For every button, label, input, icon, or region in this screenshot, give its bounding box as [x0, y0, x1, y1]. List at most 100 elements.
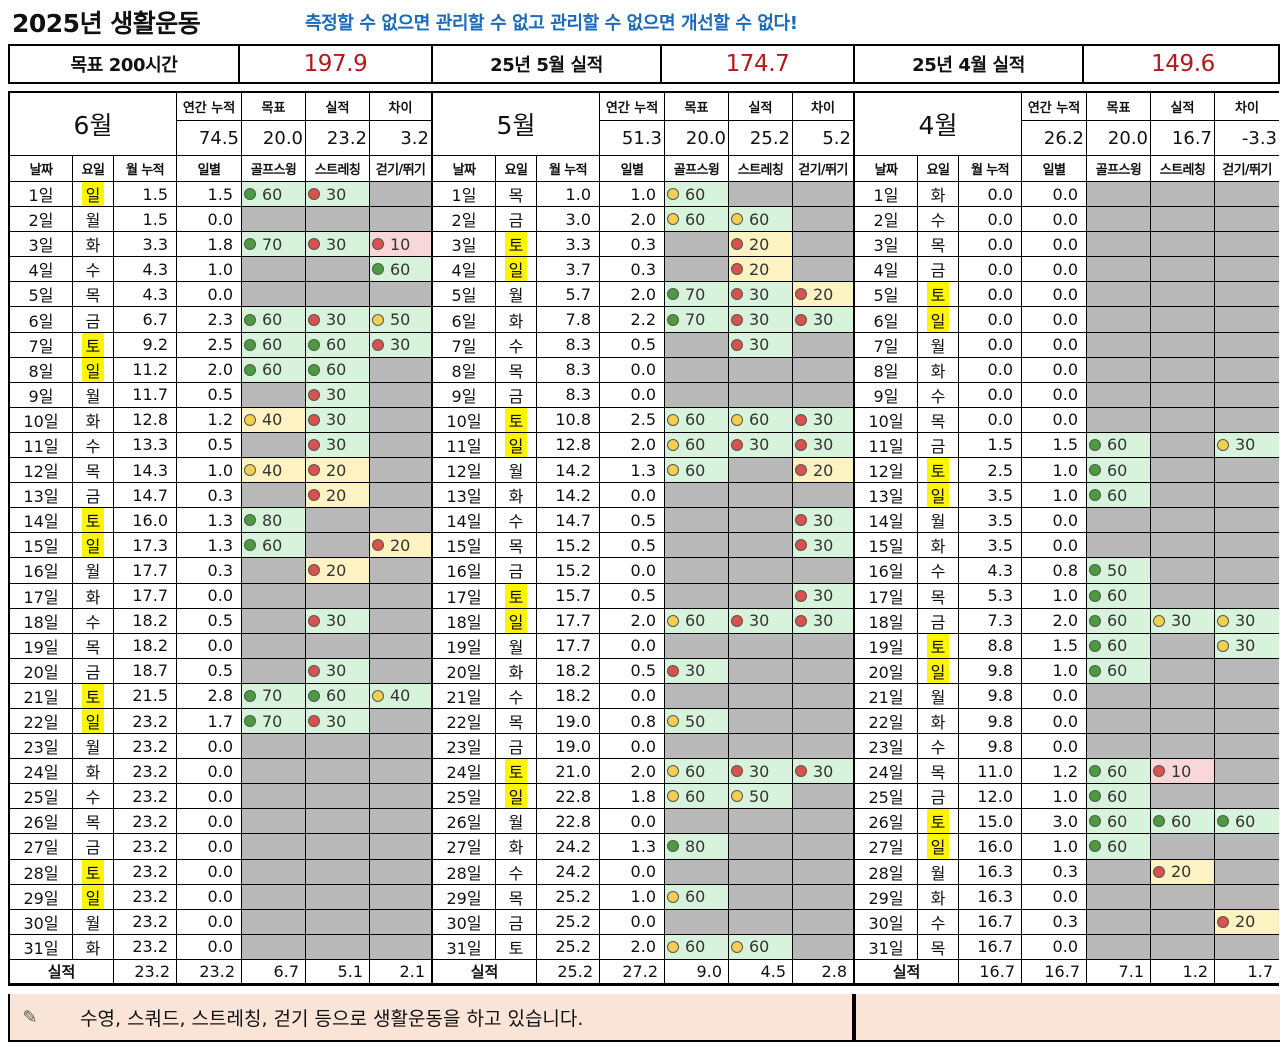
- weekday-text: 수: [930, 913, 946, 933]
- daily-cell: 0.0: [600, 633, 665, 658]
- weekday-text: 수: [930, 386, 946, 406]
- status-dot-icon: [244, 715, 256, 728]
- column-header: 날짜 요일 월 누적 일별 골프스윙 스트레칭 걷기/뛰기: [10, 156, 431, 182]
- status-dot-icon: [667, 890, 679, 903]
- weekday-text: 토: [81, 859, 105, 884]
- cumulative-cell: 14.2: [537, 458, 600, 483]
- status-dot-icon: [308, 614, 320, 627]
- daily-cell: 0.0: [1022, 182, 1087, 207]
- total-daily: 23.2: [177, 959, 242, 983]
- date-cell: 9일: [855, 382, 918, 407]
- table-row: 14일 수 14.7 0.5 30: [433, 508, 853, 534]
- weekday-cell: 월: [496, 633, 537, 658]
- golf-cell: 60: [1087, 759, 1151, 784]
- cumulative-cell: 23.2: [114, 759, 177, 784]
- weekday-text: 수: [85, 436, 101, 456]
- total-walk: 1.7: [1247, 961, 1273, 981]
- col-walk: 걷기/뛰기: [1222, 163, 1272, 178]
- stretch-cell: 20: [729, 257, 793, 282]
- golf-minutes: 70: [685, 310, 706, 330]
- date-cell: 28일: [433, 859, 496, 884]
- stretch-cell: [729, 182, 793, 207]
- pencil-icon: ✎: [22, 1006, 38, 1028]
- weekday-cell: 월: [73, 382, 114, 407]
- stretch-minutes: 30: [749, 310, 770, 330]
- date-cell: 12일: [855, 458, 918, 483]
- golf-minutes: 60: [262, 184, 283, 204]
- table-row: 10일 토 10.8 2.5 60 60 30: [433, 407, 853, 433]
- golf-cell: 60: [1087, 483, 1151, 508]
- golf-cell: 30: [665, 658, 729, 683]
- weekday-text: 일: [504, 784, 528, 809]
- walk-cell: [370, 608, 431, 633]
- golf-cell: [242, 633, 306, 658]
- daily-cell: 0.0: [600, 859, 665, 884]
- weekday-text: 월: [85, 913, 101, 933]
- cumulative-cell: 3.3: [114, 232, 177, 257]
- golf-cell: [665, 734, 729, 759]
- walk-cell: [1215, 382, 1279, 407]
- status-dot-icon: [1089, 840, 1101, 853]
- golf-cell: 40: [242, 407, 306, 432]
- table-row: 27일 일 16.0 1.0 60: [855, 834, 1279, 860]
- stretch-minutes: 60: [749, 209, 770, 229]
- status-dot-icon: [1217, 639, 1229, 652]
- golf-cell: [1087, 332, 1151, 357]
- col-golf: 골프스윙: [1087, 156, 1151, 181]
- status-dot-icon: [244, 514, 256, 527]
- golf-cell: 70: [665, 282, 729, 307]
- walk-minutes: 30: [390, 335, 411, 355]
- date-cell: 21일: [433, 683, 496, 708]
- weekday-text: 수: [508, 336, 524, 356]
- daily-cell: 1.3: [600, 458, 665, 483]
- daily-cell: 1.8: [177, 232, 242, 257]
- table-row: 11일 수 13.3 0.5 30: [10, 432, 431, 459]
- weekday-cell: 토: [496, 583, 537, 608]
- weekday-text: 금: [85, 662, 101, 682]
- weekday-text: 수: [85, 612, 101, 632]
- total-walk: 2.8: [821, 961, 847, 981]
- table-row: 4일 수 4.3 1.0 60: [10, 257, 431, 283]
- weekday-text: 월: [85, 738, 101, 758]
- date-cell: 15일: [10, 533, 73, 558]
- walk-cell: [370, 909, 431, 934]
- date-cell: 10일: [433, 407, 496, 432]
- table-row: 4일 일 3.7 0.3 20: [433, 257, 853, 283]
- walk-minutes: 30: [813, 761, 834, 781]
- date-cell: 6일: [433, 307, 496, 332]
- date-cell: 16일: [10, 558, 73, 583]
- golf-minutes: 60: [685, 435, 706, 455]
- golf-cell: [665, 533, 729, 558]
- date-cell: 30일: [10, 909, 73, 934]
- golf-cell: [1087, 683, 1151, 708]
- walk-cell: [793, 784, 853, 809]
- golf-cell: [665, 232, 729, 257]
- golf-cell: [1087, 382, 1151, 407]
- stretch-cell: [1151, 483, 1215, 508]
- weekday-text: 금: [930, 788, 946, 808]
- golf-minutes: 60: [1107, 611, 1128, 631]
- daily-cell: 1.5: [1022, 633, 1087, 658]
- weekday-cell: 화: [918, 533, 959, 558]
- golf-cell: [665, 583, 729, 608]
- weekday-cell: 월: [496, 282, 537, 307]
- daily-cell: 0.0: [1022, 307, 1087, 332]
- weekday-text: 수: [508, 863, 524, 883]
- walk-cell: [370, 508, 431, 533]
- walk-cell: 30: [793, 432, 853, 458]
- note-box: ✎ 수영, 스쿼드, 스트레칭, 걷기 등으로 생활운동을 하고 있습니다.: [8, 994, 854, 1042]
- walk-cell: [793, 658, 853, 683]
- table-row: 3일 목 0.0 0.0: [855, 232, 1279, 258]
- col-daily: 일별: [177, 156, 242, 181]
- weekday-cell: 토: [918, 282, 959, 307]
- walk-cell: 60: [1215, 809, 1279, 834]
- weekday-text: 일: [504, 608, 528, 633]
- stretch-minutes: 60: [326, 360, 347, 380]
- weekday-text: 목: [85, 286, 101, 306]
- weekday-text: 화: [85, 587, 101, 607]
- stretch-cell: [306, 784, 370, 809]
- weekday-text: 화: [508, 662, 524, 682]
- daily-cell: 2.0: [600, 432, 665, 458]
- cumulative-cell: 16.7: [959, 934, 1022, 959]
- table-row: 6일 금 6.7 2.3 60 30 50: [10, 307, 431, 333]
